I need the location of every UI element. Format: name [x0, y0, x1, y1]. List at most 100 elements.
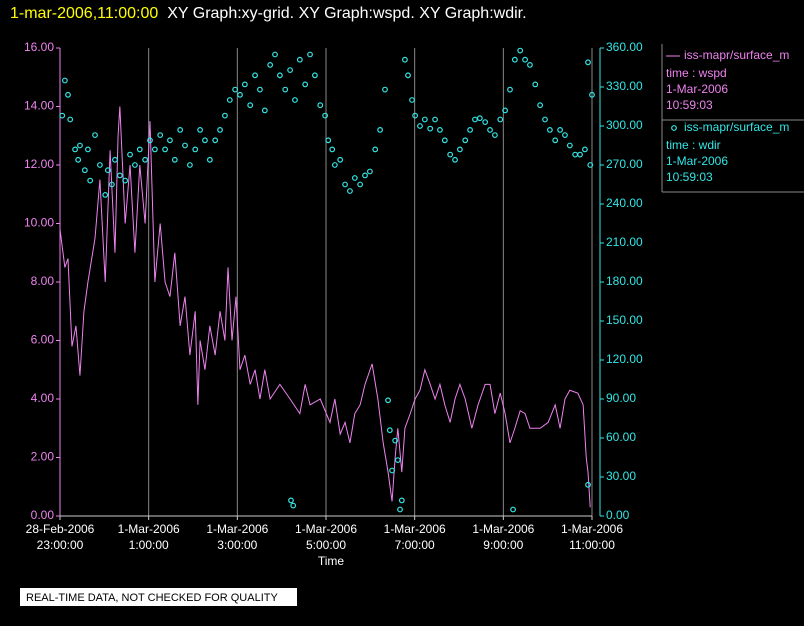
y2-tick-label: 210.00: [606, 235, 643, 249]
wdir-point: [102, 191, 109, 198]
wdir-point: [546, 126, 553, 133]
wdir-point: [142, 156, 149, 163]
wdir-point: [331, 162, 338, 168]
legend-detail: time : wspd: [666, 66, 727, 80]
wdir-point: [394, 457, 401, 464]
wdir-point: [337, 156, 344, 163]
y2-tick-label: 270.00: [606, 157, 643, 171]
wdir-point: [257, 86, 263, 93]
wdir-point: [322, 112, 329, 119]
y2-tick-label: 240.00: [606, 196, 643, 210]
wdir-point: [377, 126, 383, 133]
x-tick-label: 1-Mar-2006 7:00:00: [384, 522, 446, 552]
wdir-point: [366, 168, 373, 175]
wdir-point: [467, 126, 473, 133]
wdir-point: [482, 119, 489, 125]
y-tick-label: 14.00: [24, 99, 54, 113]
wdir-point: [237, 91, 243, 98]
wdir-point: [405, 72, 411, 79]
wdir-point: [507, 86, 513, 93]
x-tick-label: 1-Mar-2006 3:00:00: [206, 522, 268, 552]
wdir-point: [307, 51, 313, 58]
wdir-point: [585, 481, 591, 488]
wdir-point: [572, 151, 579, 158]
wdir-point: [476, 115, 483, 122]
wdir-point: [122, 177, 129, 184]
wdir-point: [116, 172, 123, 179]
y2-tick-label: 300.00: [606, 118, 643, 132]
y-tick-label: 2.00: [31, 450, 55, 464]
wdir-point: [452, 156, 458, 163]
wdir-point: [162, 146, 168, 153]
wdir-point: [342, 181, 348, 188]
wdir-point: [192, 146, 199, 153]
wdir-point: [437, 126, 443, 133]
wdir-point: [502, 107, 509, 114]
wdir-point: [552, 137, 559, 144]
wdir-point: [312, 72, 318, 79]
legend-detail: 10:59:03: [666, 98, 713, 112]
wdir-point: [276, 72, 283, 79]
wdir-point: [67, 116, 74, 123]
wdir-point: [186, 162, 193, 168]
x-tick-label: 28-Feb-2006 23:00:00: [26, 522, 95, 552]
y2-tick-label: 180.00: [606, 274, 643, 288]
wdir-point: [397, 506, 403, 513]
wdir-point: [566, 142, 573, 149]
note: REAL-TIME DATA, NOT CHECKED FOR QUALITY: [26, 592, 278, 604]
y-tick-label: 4.00: [31, 391, 55, 405]
wdir-point: [317, 102, 324, 109]
wdir-point: [542, 116, 548, 123]
wdir-point: [589, 91, 595, 98]
wdir-point: [127, 151, 133, 158]
wdir-point: [398, 497, 405, 504]
wdir-point: [456, 146, 463, 153]
wdir-point: [96, 162, 103, 168]
wdir-point: [287, 67, 293, 73]
wdir-point: [132, 162, 138, 168]
x-tick-label: 1-Mar-2006 11:00:00: [561, 522, 623, 552]
wdir-point: [582, 146, 588, 153]
wdir-point: [177, 126, 184, 133]
wdir-point: [522, 56, 528, 63]
wdir-point: [432, 116, 438, 123]
wdir-point: [402, 56, 408, 63]
wdir-point: [157, 132, 164, 139]
wdir-point: [282, 86, 289, 93]
wdir-point: [577, 151, 583, 158]
wdir-point: [108, 181, 115, 188]
wdir-point: [389, 467, 395, 474]
wdir-point: [447, 151, 454, 158]
chart-header: 1-mar-2006,11:00:00 XY Graph:xy-grid. XY …: [10, 5, 527, 22]
wdir-point: [386, 427, 393, 434]
wdir-point: [151, 146, 158, 153]
wdir-point: [171, 156, 178, 163]
wdir-point: [136, 146, 143, 153]
wdir-point: [81, 167, 88, 174]
wdir-point: [517, 47, 524, 54]
wdir-point: [347, 188, 353, 194]
wdir-point: [65, 91, 71, 98]
y2-tick-label: 60.00: [606, 430, 636, 444]
wdir-point: [492, 132, 498, 139]
wdir-point: [182, 142, 188, 149]
wdir-point: [527, 62, 533, 68]
chart-title: XY Graph:xy-grid. XY Graph:wspd. XY Grap…: [167, 5, 526, 22]
wdir-point: [562, 132, 568, 139]
wdir-point: [532, 81, 539, 88]
wdir-point: [72, 146, 78, 153]
legend-swatch: [671, 125, 677, 131]
wdir-point: [197, 126, 203, 133]
wdir-point: [557, 126, 563, 133]
wdir-point: [288, 497, 294, 504]
legend-detail: time : wdir: [666, 138, 721, 152]
wdir-point: [537, 102, 544, 109]
wdir-point: [487, 126, 493, 133]
wdir-point: [212, 137, 219, 144]
wdir-point: [421, 116, 428, 123]
wdir-point: [147, 137, 153, 144]
wdir-point: [247, 102, 254, 109]
wdir-point: [329, 146, 336, 153]
legend-detail: 10:59:03: [666, 170, 713, 184]
